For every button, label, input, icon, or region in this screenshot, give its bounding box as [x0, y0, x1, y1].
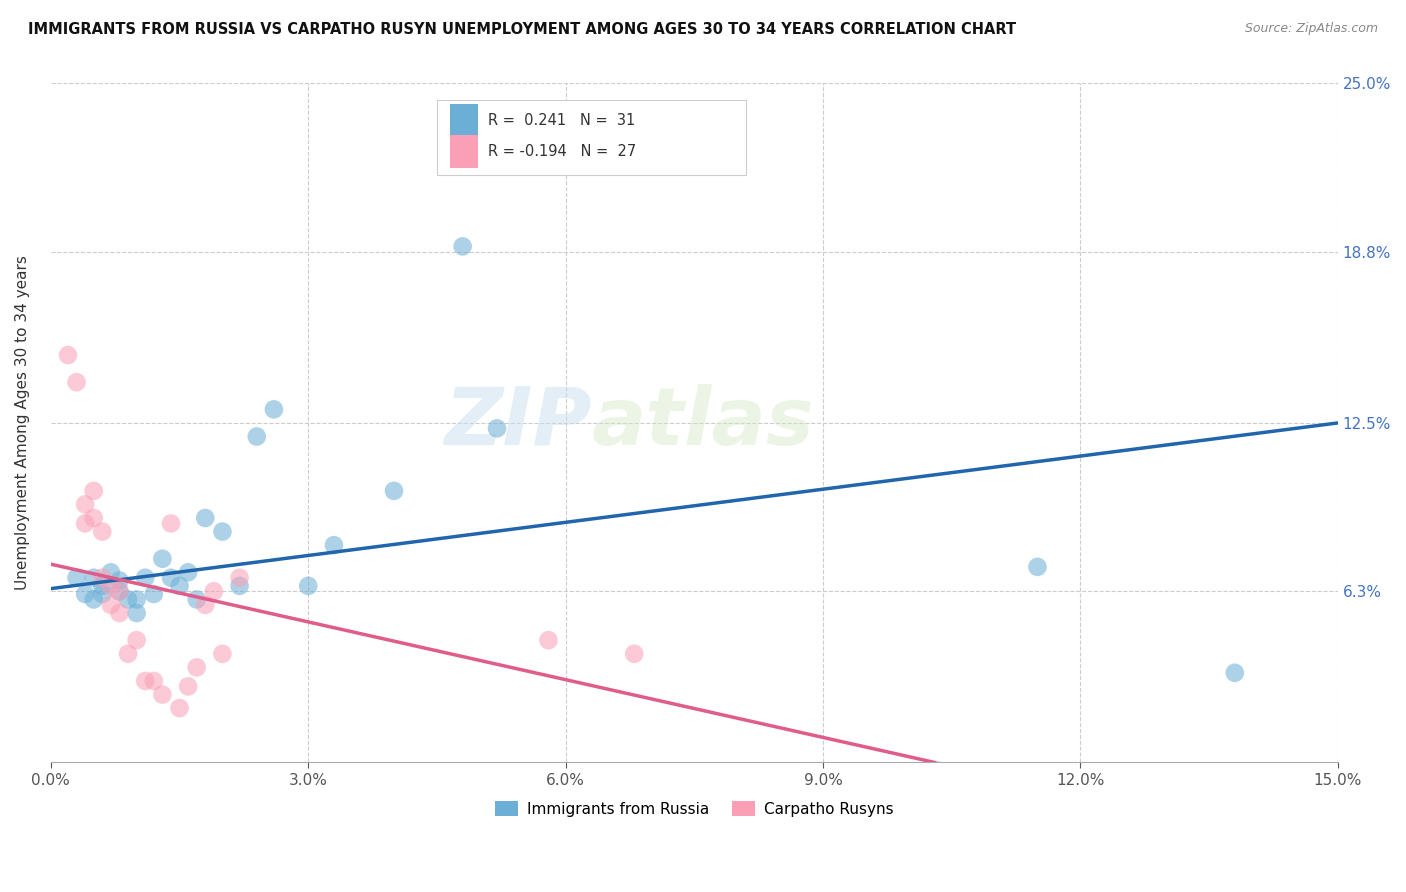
Point	[108, 584, 131, 599]
Point	[65, 571, 87, 585]
Point	[451, 239, 474, 253]
Point	[297, 579, 319, 593]
Legend: Immigrants from Russia, Carpatho Rusyns: Immigrants from Russia, Carpatho Rusyns	[489, 795, 900, 822]
Point	[75, 516, 97, 531]
Point	[186, 660, 208, 674]
Point	[1223, 665, 1246, 680]
Text: atlas: atlas	[592, 384, 814, 462]
Point	[177, 679, 200, 693]
FancyBboxPatch shape	[450, 104, 478, 137]
Point	[485, 421, 508, 435]
Point	[125, 606, 148, 620]
Point	[228, 571, 250, 585]
Point	[117, 647, 139, 661]
Point	[246, 429, 269, 443]
Point	[75, 587, 97, 601]
Point	[263, 402, 285, 417]
FancyBboxPatch shape	[437, 101, 745, 175]
Text: Source: ZipAtlas.com: Source: ZipAtlas.com	[1244, 22, 1378, 36]
Point	[83, 571, 105, 585]
Point	[194, 511, 217, 525]
Point	[537, 633, 560, 648]
Point	[65, 375, 87, 389]
Point	[1026, 560, 1049, 574]
Point	[169, 701, 191, 715]
Point	[211, 647, 233, 661]
Point	[150, 551, 173, 566]
Point	[323, 538, 346, 552]
Point	[125, 592, 148, 607]
Point	[91, 587, 114, 601]
Point	[623, 647, 645, 661]
Point	[91, 571, 114, 585]
Point	[177, 566, 200, 580]
Point	[150, 688, 173, 702]
Point	[169, 579, 191, 593]
Point	[83, 592, 105, 607]
Point	[160, 516, 183, 531]
Text: IMMIGRANTS FROM RUSSIA VS CARPATHO RUSYN UNEMPLOYMENT AMONG AGES 30 TO 34 YEARS : IMMIGRANTS FROM RUSSIA VS CARPATHO RUSYN…	[28, 22, 1017, 37]
Point	[160, 571, 183, 585]
Point	[91, 524, 114, 539]
Point	[382, 483, 405, 498]
Point	[142, 673, 165, 688]
Y-axis label: Unemployment Among Ages 30 to 34 years: Unemployment Among Ages 30 to 34 years	[15, 255, 30, 591]
Point	[56, 348, 79, 362]
Point	[83, 511, 105, 525]
Text: R = -0.194   N =  27: R = -0.194 N = 27	[488, 144, 637, 159]
Point	[125, 633, 148, 648]
Point	[100, 598, 122, 612]
Point	[108, 584, 131, 599]
Point	[186, 592, 208, 607]
Point	[134, 571, 156, 585]
FancyBboxPatch shape	[450, 135, 478, 168]
Point	[228, 579, 250, 593]
Point	[108, 574, 131, 588]
Point	[202, 584, 225, 599]
Point	[108, 606, 131, 620]
Point	[100, 579, 122, 593]
Point	[142, 587, 165, 601]
Text: ZIP: ZIP	[444, 384, 592, 462]
Point	[117, 592, 139, 607]
Point	[75, 497, 97, 511]
Point	[91, 579, 114, 593]
Text: R =  0.241   N =  31: R = 0.241 N = 31	[488, 113, 636, 128]
Point	[100, 566, 122, 580]
Point	[134, 673, 156, 688]
Point	[211, 524, 233, 539]
Point	[83, 483, 105, 498]
Point	[194, 598, 217, 612]
